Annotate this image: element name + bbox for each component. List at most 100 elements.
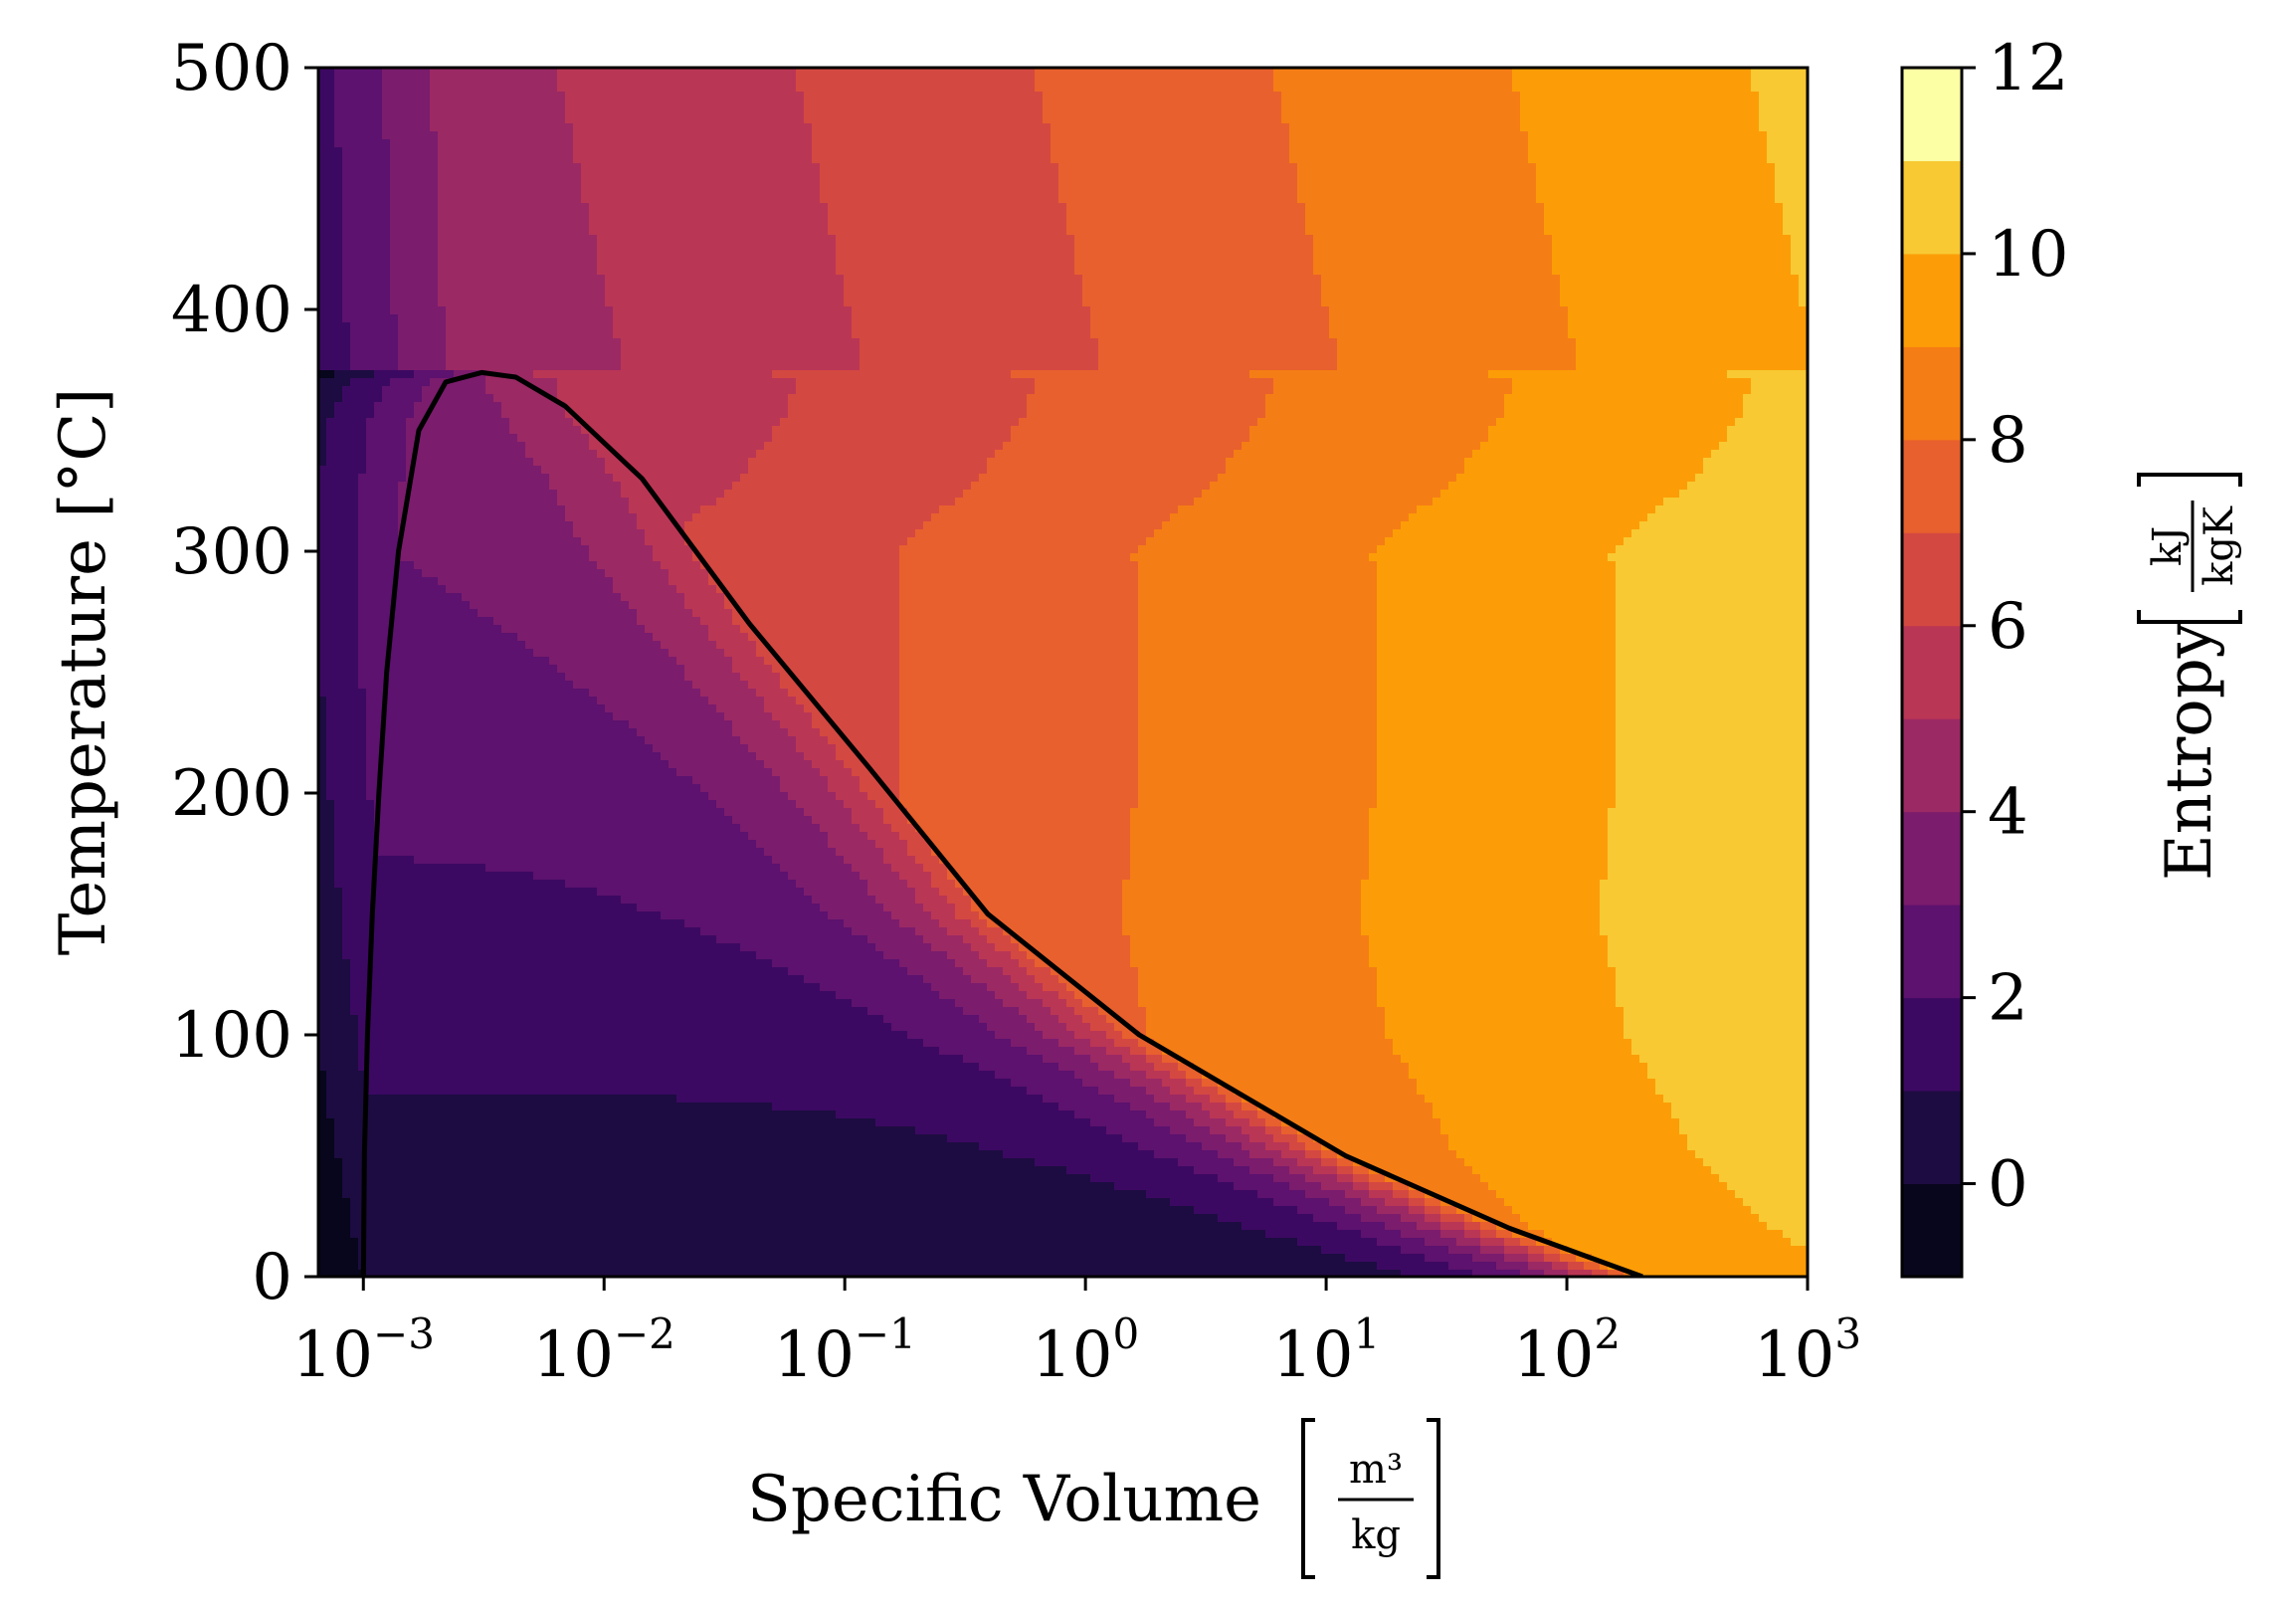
contour-cell [334,163,343,172]
contour-cell [406,195,415,204]
contour-cell [390,115,399,124]
contour-cell [326,728,335,737]
contour-cell [470,466,478,475]
contour-cell [533,999,542,1008]
contour-cell [366,1142,375,1151]
contour-cell [517,505,526,514]
contour-cell [493,1079,502,1088]
contour-cell [406,1087,415,1096]
contour-cell [517,1190,526,1199]
contour-cell [454,1110,463,1119]
contour-cell [485,490,494,499]
contour-cell [414,474,423,483]
contour-cell [350,720,359,729]
contour-cell [541,1047,550,1056]
contour-cell [557,935,566,944]
contour-cell [350,1134,359,1143]
contour-cell [350,1087,359,1096]
contour-cell [501,259,510,268]
contour-cell [573,131,582,140]
contour-cell [565,418,574,427]
contour-cell [509,1166,518,1175]
contour-cell [358,386,367,395]
contour-cell [342,593,351,602]
contour-cell [366,299,375,307]
contour-cell [573,529,582,538]
contour-cell [541,1031,550,1040]
contour-cell [557,1095,566,1104]
contour-cell [446,864,455,873]
contour-cell [485,1118,494,1127]
contour-cell [326,426,335,435]
contour-cell [541,904,550,912]
contour-cell [573,712,582,721]
contour-cell [414,1126,423,1135]
contour-cell [549,1182,558,1191]
contour-cell [422,888,431,897]
contour-cell [509,689,518,698]
contour-cell [358,482,367,491]
contour-cell [525,203,534,212]
contour-cell [414,776,423,785]
contour-cell [533,426,542,435]
contour-cell [398,474,407,483]
contour-cell [549,712,558,721]
contour-cell [430,370,439,379]
contour-cell [478,211,486,220]
contour-cell [573,1047,582,1056]
contour-cell [565,1103,574,1111]
contour-cell [454,967,463,976]
contour-cell [430,107,439,116]
contour-cell [398,84,407,93]
contour-cell [493,561,502,570]
contour-cell [414,1103,423,1111]
contour-cell [358,601,367,610]
contour-cell [326,123,335,132]
contour-cell [398,450,407,459]
contour-cell [501,641,510,650]
contour-cell [422,712,431,721]
contour-cell [493,872,502,881]
contour-cell [565,1206,574,1215]
contour-cell [398,896,407,905]
contour-cell [414,967,423,976]
contour-cell [565,935,574,944]
contour-cell [541,171,550,180]
contour-cell [454,330,463,339]
contour-cell [501,1254,510,1263]
contour-cell [501,458,510,467]
contour-cell [454,1031,463,1040]
contour-cell [557,163,566,172]
contour-cell [334,904,343,912]
contour-cell [350,1126,359,1135]
contour-cell [398,187,407,196]
contour-cell [478,92,486,101]
contour-cell [326,275,335,284]
contour-cell [446,880,455,889]
contour-cell [334,840,343,849]
contour-cell [366,378,375,387]
contour-cell [478,760,486,769]
contour-cell [557,474,566,483]
contour-cell [334,195,343,204]
contour-cell [414,410,423,419]
contour-cell [422,84,431,93]
contour-cell [549,569,558,578]
contour-cell [414,275,423,284]
contour-cell [366,784,375,793]
contour-cell [398,1007,407,1016]
contour-cell [414,800,423,809]
contour-cell [342,896,351,905]
contour-cell [485,880,494,889]
contour-cell [557,856,566,865]
contour-cell [541,704,550,713]
contour-cell [565,362,574,371]
contour-cell [485,1238,494,1247]
contour-cell [358,633,367,642]
contour-cell [573,482,582,491]
contour-cell [509,888,518,897]
contour-cell [430,744,439,753]
contour-cell [478,1262,486,1271]
contour-cell [565,92,574,101]
contour-cell [478,131,486,140]
